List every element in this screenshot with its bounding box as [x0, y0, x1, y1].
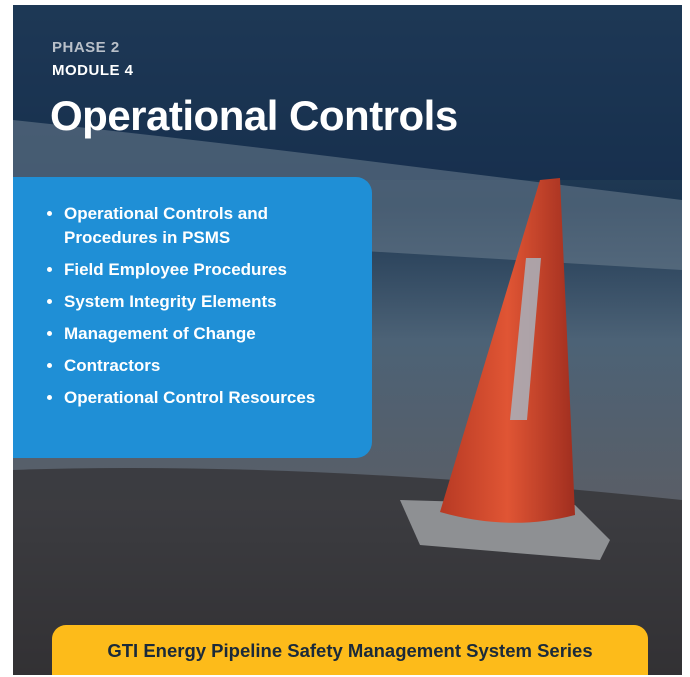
phase: PHASE 2 [52, 39, 120, 56]
title: Operational Controls [50, 92, 458, 140]
series-banner: GTI Energy Pipeline Safety Management Sy… [52, 625, 648, 675]
topic-item: Field Employee Procedures [64, 258, 339, 282]
topics-list: Operational Controls and Procedures in P… [44, 202, 339, 418]
topic-item: Contractors [64, 354, 339, 378]
topic-item: Operational Control Resources [64, 386, 339, 410]
topic-item: System Integrity Elements [64, 290, 339, 314]
topic-item: Management of Change [64, 322, 339, 346]
module: MODULE 4 [52, 62, 134, 79]
topic-item: Operational Controls and Procedures in P… [64, 202, 339, 249]
page: PHASE 2 MODULE 4 Operational Controls Op… [0, 0, 690, 675]
